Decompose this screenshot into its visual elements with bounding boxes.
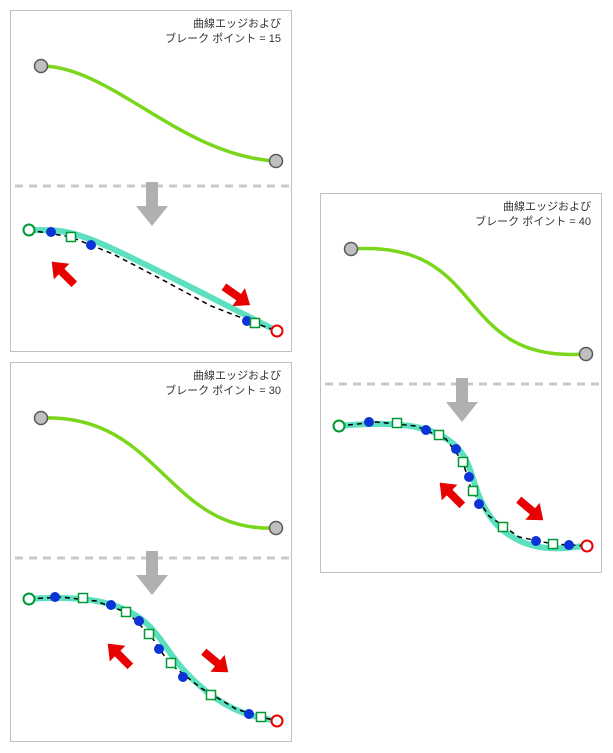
output-polyline bbox=[29, 597, 277, 721]
green-square-marker bbox=[469, 487, 478, 496]
output-polyline bbox=[339, 422, 587, 546]
output-curve-halo bbox=[29, 598, 277, 721]
red-arrow-icon bbox=[512, 491, 551, 528]
end-endpoint-marker bbox=[272, 716, 283, 727]
blue-dot bbox=[154, 644, 164, 654]
start-endpoint-marker bbox=[334, 421, 345, 432]
end-endpoint-marker bbox=[272, 326, 283, 337]
green-square-marker bbox=[122, 608, 131, 617]
down-arrow-icon bbox=[136, 182, 168, 226]
green-square-marker bbox=[393, 419, 402, 428]
panel-15-svg bbox=[11, 11, 293, 353]
panel-30-svg bbox=[11, 363, 293, 743]
green-square-marker bbox=[79, 594, 88, 603]
blue-dot bbox=[421, 425, 431, 435]
green-square-marker bbox=[435, 431, 444, 440]
output-curve-halo bbox=[339, 424, 587, 549]
down-arrow-icon bbox=[136, 551, 168, 595]
panel-30: 曲線エッジおよび ブレーク ポイント = 30 bbox=[10, 362, 292, 742]
gray-endpoint-dot bbox=[580, 348, 593, 361]
green-square-marker bbox=[499, 523, 508, 532]
gray-endpoint-dot bbox=[345, 243, 358, 256]
green-square-marker bbox=[67, 233, 76, 242]
red-arrow-icon bbox=[197, 643, 236, 680]
down-arrow-icon bbox=[446, 378, 478, 422]
blue-dot bbox=[474, 499, 484, 509]
green-square-marker bbox=[257, 713, 266, 722]
blue-dot bbox=[134, 616, 144, 626]
blue-dot bbox=[244, 709, 254, 719]
green-square-marker bbox=[145, 630, 154, 639]
blue-dot bbox=[564, 540, 574, 550]
start-endpoint-marker bbox=[24, 594, 35, 605]
blue-dot bbox=[46, 227, 56, 237]
start-endpoint-marker bbox=[24, 225, 35, 236]
blue-dot bbox=[464, 472, 474, 482]
panel-40: 曲線エッジおよび ブレーク ポイント = 40 bbox=[320, 193, 602, 573]
gray-endpoint-dot bbox=[270, 155, 283, 168]
blue-dot bbox=[50, 592, 60, 602]
blue-dot bbox=[106, 600, 116, 610]
input-curve bbox=[41, 66, 276, 161]
end-endpoint-marker bbox=[582, 541, 593, 552]
blue-dot bbox=[451, 444, 461, 454]
gray-endpoint-dot bbox=[35, 412, 48, 425]
gray-endpoint-dot bbox=[35, 60, 48, 73]
input-curve bbox=[41, 418, 276, 528]
blue-dot bbox=[364, 417, 374, 427]
red-arrow-icon bbox=[44, 254, 82, 292]
green-square-marker bbox=[459, 458, 468, 467]
red-arrow-icon bbox=[432, 475, 470, 513]
gray-endpoint-dot bbox=[270, 522, 283, 535]
blue-dot bbox=[86, 240, 96, 250]
panel-15: 曲線エッジおよび ブレーク ポイント = 15 bbox=[10, 10, 292, 352]
blue-dot bbox=[178, 672, 188, 682]
input-curve bbox=[351, 248, 586, 354]
panel-40-svg bbox=[321, 194, 603, 574]
green-square-marker bbox=[549, 540, 558, 549]
green-square-marker bbox=[167, 659, 176, 668]
red-arrow-icon bbox=[100, 636, 138, 674]
green-square-marker bbox=[251, 319, 260, 328]
green-square-marker bbox=[207, 691, 216, 700]
blue-dot bbox=[531, 536, 541, 546]
